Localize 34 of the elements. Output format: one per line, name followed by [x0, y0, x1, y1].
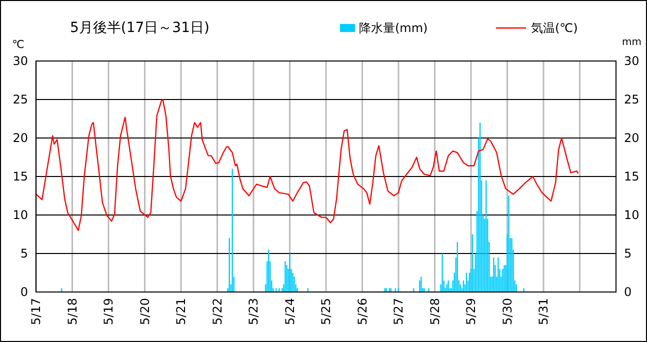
x-tick-label: 5/19 [102, 298, 116, 325]
x-tick-label: 5/18 [65, 298, 80, 325]
x-tick-label: 5/21 [174, 298, 188, 325]
x-tick-label: 5/25 [319, 298, 333, 325]
y2-tick-label: 15 [624, 170, 640, 184]
x-tick-label: 5/30 [500, 298, 514, 325]
legend-label: 降水量(mm) [359, 21, 428, 35]
y2-axis-title: mm [622, 37, 642, 48]
x-tick-label: 5/28 [428, 298, 442, 325]
x-tick-label: 5/22 [210, 298, 224, 325]
y-tick-label: 15 [12, 170, 28, 184]
y-tick-label: 25 [12, 92, 28, 106]
y-axis-title: ℃ [12, 38, 24, 51]
x-tick-label: 5/24 [282, 298, 297, 325]
y-tick-label: 30 [12, 54, 28, 68]
y2-tick-label: 0 [624, 285, 632, 299]
y-tick-label: 5 [20, 246, 28, 260]
x-tick-label: 5/31 [536, 298, 550, 325]
x-tick-label: 5/26 [355, 298, 370, 325]
y2-tick-label: 20 [624, 131, 640, 145]
y-tick-label: 10 [12, 208, 28, 222]
x-tick-label: 5/29 [464, 298, 478, 325]
x-tick-label: 5/20 [138, 298, 152, 325]
legend-label: 気温(℃) [531, 21, 578, 35]
chart-title: 5月後半(17日～31日) [70, 20, 210, 36]
x-tick-label: 5/17 [29, 298, 43, 325]
y2-tick-label: 25 [624, 92, 640, 106]
x-tick-label: 5/27 [392, 298, 406, 325]
y-tick-label: 0 [20, 285, 28, 299]
y2-tick-label: 30 [624, 54, 640, 68]
x-tick-label: 5/23 [246, 298, 260, 325]
y-tick-label: 20 [12, 131, 28, 145]
y2-tick-label: 10 [624, 208, 640, 222]
y2-tick-label: 5 [624, 246, 632, 260]
